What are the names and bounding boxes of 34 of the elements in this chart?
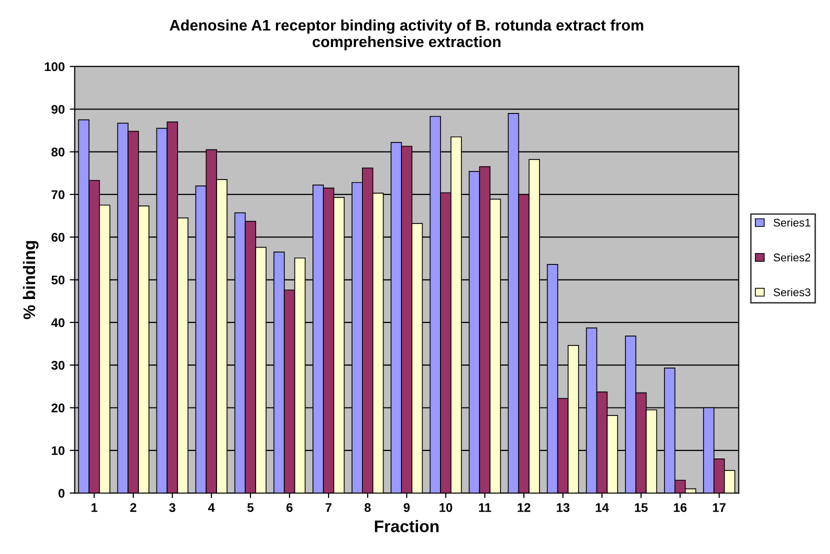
legend-label: Series2 — [774, 253, 810, 262]
x-tick-label: 3 — [169, 503, 176, 512]
x-tick-label: 10 — [440, 503, 452, 512]
legend-label: Series3 — [774, 288, 810, 296]
y-tick-label: 60 — [52, 232, 64, 242]
x-tick-label: 13 — [556, 503, 570, 512]
x-tick-label: 2 — [130, 503, 136, 512]
y-tick-label: 90 — [52, 104, 64, 114]
y-tick-label: 30 — [51, 360, 64, 370]
x-tick-label: 9 — [404, 503, 410, 512]
x-tick-label: 17 — [713, 503, 726, 512]
x-tick-label: 1 — [92, 503, 98, 512]
chart-title: Adenosine A1 receptor binding activity of B. rotunda extract from comprehensive extraction — [170, 19, 644, 50]
x-tick-label: 7 — [326, 503, 332, 512]
x-tick-label: 16 — [674, 503, 687, 512]
x-tick-label: 15 — [634, 503, 648, 512]
x-tick-label: 8 — [364, 503, 371, 512]
y-tick-label: 0 — [58, 488, 64, 498]
x-tick-label: 14 — [596, 503, 609, 512]
x-tick-label: 4 — [208, 503, 215, 512]
y-tick-label: 80 — [51, 148, 64, 156]
y-tick-label: 100 — [44, 62, 64, 72]
y-tick-label: 10 — [52, 446, 64, 456]
x-tick-label: 11 — [478, 503, 492, 512]
x-axis-title: Fraction — [374, 520, 439, 532]
y-tick-label: 40 — [51, 318, 64, 328]
y-axis-title: % binding — [22, 241, 39, 320]
x-tick-label: 12 — [518, 503, 530, 512]
legend-label: Series1 — [774, 218, 810, 227]
y-tick-label: 20 — [52, 404, 64, 412]
y-tick-label: 70 — [52, 190, 64, 200]
x-tick-label: 6 — [286, 503, 293, 512]
x-tick-label: 5 — [247, 503, 254, 512]
y-tick-label: 50 — [51, 276, 64, 284]
